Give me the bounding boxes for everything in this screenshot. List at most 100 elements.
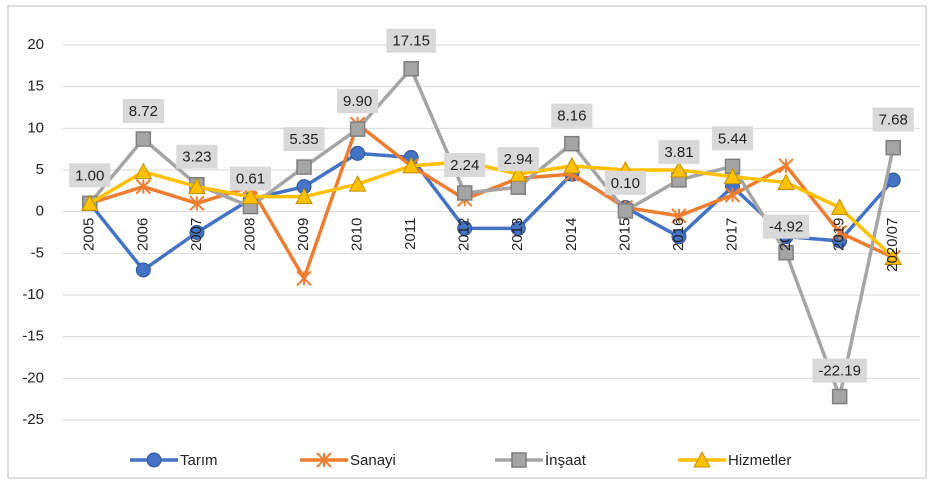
series-line <box>88 159 895 259</box>
x-tick-label: 2015 <box>616 218 633 251</box>
y-tick-label: -10 <box>22 286 44 303</box>
data-label: 2.94 <box>504 151 533 168</box>
marker <box>831 224 848 241</box>
data-label: 1.00 <box>75 167 104 184</box>
marker <box>403 61 419 77</box>
marker <box>670 160 688 178</box>
label-box <box>122 99 164 123</box>
marker <box>671 208 687 224</box>
x-tick-label: 2011 <box>402 218 419 250</box>
legend-label: Hizmetler <box>728 452 791 469</box>
x-tick-label: 2009 <box>295 218 312 251</box>
marker <box>241 187 260 205</box>
x-tick-label: 2012 <box>456 218 473 251</box>
y-tick-label: 0 <box>36 203 44 220</box>
label-box <box>604 170 647 195</box>
label-box <box>69 163 111 188</box>
marker <box>563 156 581 174</box>
x-tick-label: 2017 <box>724 218 741 251</box>
legend-label: Tarım <box>180 452 218 469</box>
data-label: 8.72 <box>129 103 158 120</box>
x-tick-label: 2007 <box>188 218 205 251</box>
marker <box>457 220 473 236</box>
label-box <box>812 358 867 383</box>
marker <box>509 165 528 182</box>
legend-item: İnşaat <box>495 451 587 469</box>
y-tick-label: -5 <box>31 244 44 261</box>
data-label: -4.92 <box>769 219 803 236</box>
label-box <box>762 214 810 239</box>
marker <box>402 156 420 174</box>
marker <box>830 198 849 215</box>
data-label: 0.61 <box>236 171 265 188</box>
data-label: 2.24 <box>450 157 479 174</box>
y-tick-label: 10 <box>27 119 44 136</box>
marker <box>885 139 901 156</box>
y-tick-label: -15 <box>22 328 44 345</box>
data-label: 3.23 <box>182 149 211 166</box>
marker <box>135 178 152 195</box>
data-label: 17.15 <box>392 33 430 50</box>
marker <box>510 179 527 195</box>
y-tick-label: 15 <box>27 78 44 95</box>
marker <box>884 248 903 265</box>
x-tick-label: 2005 <box>81 218 98 251</box>
x-tick-label: 2013 <box>509 218 526 251</box>
label-box <box>229 166 272 191</box>
y-tick-label: 5 <box>36 161 44 178</box>
legend-item: Hizmetler <box>678 450 791 469</box>
marker <box>723 167 742 185</box>
marker <box>617 203 634 219</box>
marker <box>189 195 205 212</box>
data-label: 0.10 <box>611 175 640 192</box>
marker <box>778 158 794 174</box>
marker <box>316 452 332 468</box>
marker <box>350 145 366 161</box>
marker <box>349 121 366 137</box>
marker <box>671 229 687 245</box>
label-box <box>283 127 325 152</box>
marker <box>564 135 580 152</box>
marker <box>146 452 162 468</box>
y-tick-label: -20 <box>22 369 44 386</box>
marker <box>831 388 848 405</box>
label-box <box>497 147 539 172</box>
marker <box>189 225 205 240</box>
legend-label: İnşaat <box>545 451 587 469</box>
x-tick-label: 2016 <box>670 218 687 251</box>
marker <box>296 159 312 175</box>
legend-item: Sanayi <box>300 452 396 469</box>
x-tick-label: 2006 <box>134 218 151 251</box>
marker <box>724 187 741 203</box>
label-box <box>658 139 700 164</box>
data-label: -22.19 <box>818 363 861 380</box>
label-box <box>551 103 593 128</box>
label-box <box>444 153 486 177</box>
marker <box>295 187 313 205</box>
label-box <box>176 144 218 169</box>
x-tick-label: 2019 <box>831 218 848 251</box>
marker <box>348 175 367 192</box>
marker <box>80 194 99 211</box>
label-box <box>711 126 754 151</box>
data-label: 8.16 <box>557 108 586 125</box>
legend-item: Tarım <box>130 452 218 469</box>
label-box <box>386 28 436 53</box>
marker <box>511 452 527 468</box>
data-label: 5.44 <box>718 130 747 147</box>
marker <box>510 220 526 236</box>
marker <box>778 244 794 261</box>
label-box <box>336 89 379 114</box>
data-label: 7.68 <box>879 112 908 129</box>
data-label: 3.81 <box>664 144 693 161</box>
y-tick-label: 20 <box>27 36 44 53</box>
data-label: 9.90 <box>343 93 372 110</box>
chart-border <box>7 5 927 479</box>
x-tick-label: 2020/07 <box>884 218 901 272</box>
data-label: 5.35 <box>289 131 318 148</box>
label-box <box>872 107 914 132</box>
marker <box>135 262 151 278</box>
x-tick-label: 2014 <box>563 218 580 251</box>
series-line <box>88 67 895 399</box>
marker <box>134 162 153 180</box>
